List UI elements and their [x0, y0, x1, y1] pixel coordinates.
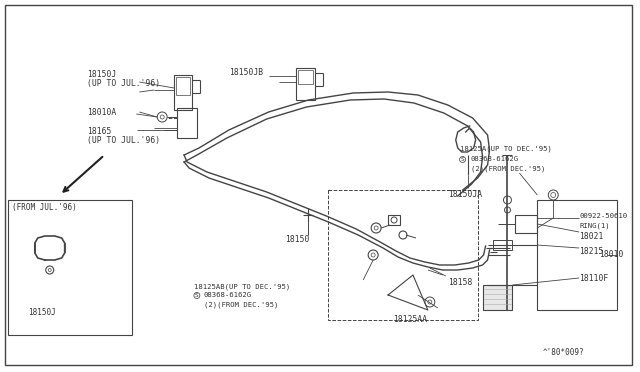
Text: S: S [195, 293, 199, 298]
Text: 18010: 18010 [599, 250, 623, 259]
Bar [174, 75, 192, 110]
Bar [493, 240, 513, 250]
Text: (2)(FROM DEC.'95): (2)(FROM DEC.'95) [204, 301, 278, 308]
Text: (FROM JUL.'96): (FROM JUL.'96) [12, 203, 77, 212]
Bar [515, 215, 538, 233]
Text: ^'80*009?: ^'80*009? [542, 348, 584, 357]
Text: 18125AA: 18125AA [393, 315, 427, 324]
Bar [328, 190, 477, 320]
Text: RING(1): RING(1) [579, 222, 610, 228]
Text: 18110F: 18110F [579, 274, 609, 283]
Text: 18215: 18215 [579, 247, 604, 256]
Text: 00922-50610: 00922-50610 [579, 213, 627, 219]
Bar [483, 285, 513, 310]
Text: 18021: 18021 [579, 232, 604, 241]
Bar [8, 200, 132, 335]
Text: 18150JA: 18150JA [448, 190, 482, 199]
Text: 18150JB: 18150JB [229, 68, 263, 77]
Text: S: S [461, 157, 465, 162]
Text: (UP TO JUL.'96): (UP TO JUL.'96) [86, 79, 160, 88]
Text: 18165: 18165 [86, 127, 111, 136]
Bar [177, 108, 197, 138]
Text: 18125AB(UP TO DEC.'95): 18125AB(UP TO DEC.'95) [194, 283, 291, 289]
Text: 18125A(UP TO DEC.'95): 18125A(UP TO DEC.'95) [460, 145, 552, 151]
Bar [388, 215, 400, 225]
Text: 18150: 18150 [285, 235, 309, 244]
Text: 18150J: 18150J [86, 70, 116, 79]
Text: 18010A: 18010A [86, 108, 116, 117]
Bar [298, 70, 314, 84]
Text: (UP TO JUL.'96): (UP TO JUL.'96) [86, 136, 160, 145]
Text: 18158: 18158 [448, 278, 472, 287]
Text: (2)(FROM DEC.'95): (2)(FROM DEC.'95) [470, 165, 545, 171]
Text: 08368-6162G: 08368-6162G [470, 156, 519, 162]
Text: 18150J: 18150J [28, 308, 56, 317]
Text: 08368-6162G: 08368-6162G [204, 292, 252, 298]
Bar [538, 200, 617, 310]
Bar [176, 77, 190, 95]
Bar [296, 68, 316, 100]
